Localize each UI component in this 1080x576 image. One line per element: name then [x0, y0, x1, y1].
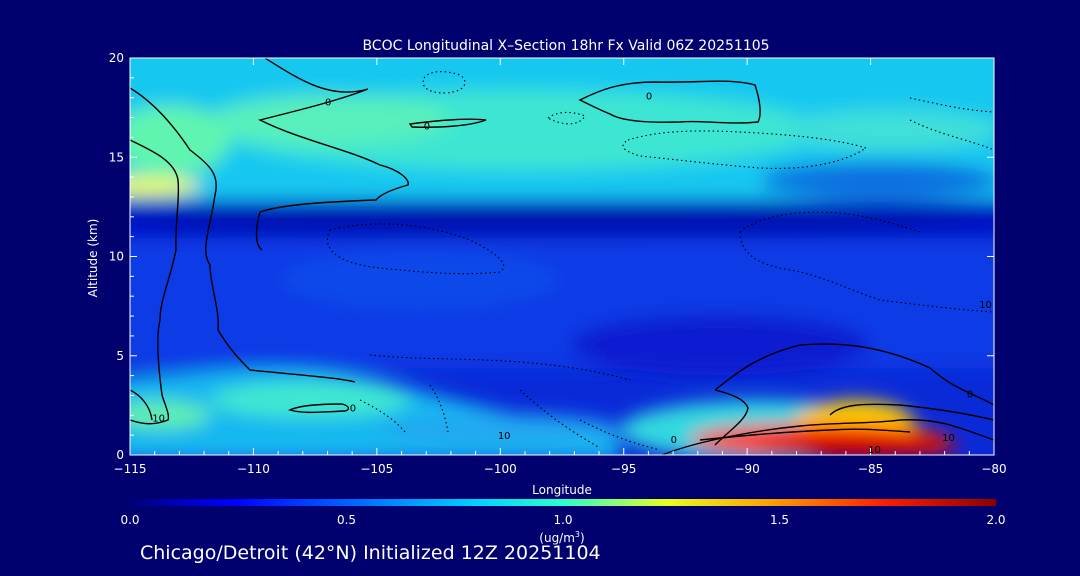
contour-label: 0 — [646, 92, 652, 103]
y-tick-label: 20 — [109, 51, 124, 65]
colorbar — [130, 499, 996, 506]
y-tick-label: 5 — [116, 349, 124, 363]
y-axis-label: Altitude (km) — [86, 219, 100, 298]
contour-label: 10 — [152, 413, 165, 424]
contour-label: 0 — [671, 435, 677, 446]
contour-label: 10 — [979, 300, 992, 311]
contour-label: 0 — [424, 121, 430, 132]
y-tick-label: 10 — [109, 250, 124, 264]
colorbar-tick-label: 1.0 — [553, 513, 572, 527]
colorbar-ticks: 0.0 0.5 1.0 1.5 2.0 — [120, 513, 1005, 527]
colorbar-tick-label: 0.0 — [120, 513, 139, 527]
contour-label: 0 — [967, 389, 973, 400]
axes: −115 −110 −105 −100 −95 −90 −85 −80 0 5 10 15 20 — [109, 51, 1007, 476]
x-tick-label: −115 — [114, 462, 147, 476]
run-info: Chicago/Detroit (42°N) Initialized 12Z 2… — [140, 542, 601, 564]
x-tick-label: −110 — [237, 462, 270, 476]
y-tick-label: 15 — [109, 150, 124, 164]
contour-label: 10 — [498, 431, 511, 442]
contours-dotted — [326, 71, 994, 451]
x-tick-label: −80 — [981, 462, 1006, 476]
y-tick-label: 0 — [116, 448, 124, 462]
colorbar-unit-label: (ug/m3) — [539, 530, 584, 545]
x-tick-label: −85 — [858, 462, 883, 476]
contour-labels: 0 0 0 10 0 10 0 10 10 0 10 — [152, 92, 992, 456]
x-tick-label: −95 — [611, 462, 636, 476]
contour-label: 0 — [325, 98, 331, 109]
concentration-field — [130, 58, 994, 455]
colorbar-tick-label: 2.0 — [986, 513, 1005, 527]
x-tick-label: −105 — [360, 462, 393, 476]
colorbar-tick-label: 0.5 — [337, 513, 356, 527]
colorbar-tick-label: 1.5 — [770, 513, 789, 527]
contour-label: 0 — [350, 403, 356, 414]
contour-label: 10 — [868, 445, 881, 456]
x-axis-label: Longitude — [532, 483, 592, 497]
chart-title: BCOC Longitudinal X–Section 18hr Fx Vali… — [362, 38, 769, 54]
contours-solid — [130, 58, 994, 455]
x-tick-label: −90 — [734, 462, 759, 476]
contour-label: 10 — [942, 433, 955, 444]
x-tick-label: −100 — [484, 462, 517, 476]
